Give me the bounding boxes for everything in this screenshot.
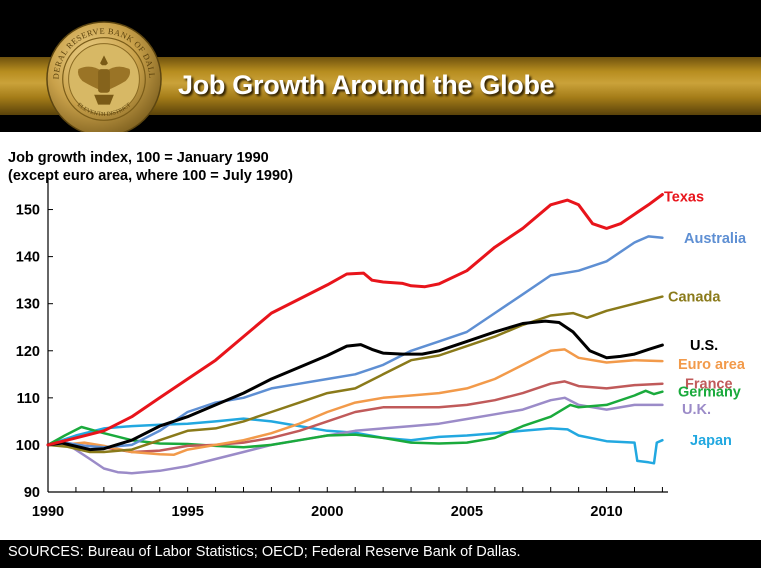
- y-tick-label: 110: [17, 391, 40, 407]
- x-tick-label: 2010: [590, 504, 622, 520]
- chart-area: Job growth index, 100 = January 1990 (ex…: [0, 132, 761, 540]
- series-line-u-k: [46, 396, 664, 475]
- x-tick-label: 1995: [172, 504, 204, 520]
- series-line-canada: [46, 295, 664, 454]
- x-tick-label: 2005: [451, 504, 483, 520]
- y-tick-label: 90: [24, 485, 40, 501]
- series-line-japan: [46, 417, 664, 465]
- footer: SOURCES: Bureau of Labor Statistics; OEC…: [0, 540, 761, 568]
- series-line-texas: [46, 193, 664, 447]
- x-tick-label: 2000: [311, 504, 343, 520]
- header: FEDERAL RESERVE BANK OF DALLAS ELEVENTH …: [0, 0, 761, 137]
- series-labels: Texas Australia Canada U.S. Euro area FranceG…: [664, 189, 747, 449]
- series-label-u-k: U.K.: [682, 402, 711, 418]
- y-tick-label: 130: [16, 297, 40, 313]
- series-line-euro-area: [60, 348, 664, 457]
- series-label-u-s: U.S.: [690, 338, 718, 354]
- series-label-canada: Canada: [668, 290, 721, 306]
- series-label-texas: Texas: [664, 189, 704, 205]
- x-tick-label: 1990: [32, 504, 64, 520]
- y-tick-label: 150: [16, 203, 40, 219]
- ylabel-line-1: Job growth index, 100 = January 1990: [8, 150, 269, 166]
- series-line-france: [46, 380, 664, 454]
- series-label-japan: Japan: [690, 433, 732, 449]
- series-label-germany: Germany: [678, 385, 741, 401]
- sources-note: SOURCES: Bureau of Labor Statistics; OEC…: [8, 544, 521, 560]
- series-line-australia: [46, 235, 664, 449]
- slide-title: Job Growth Around the Globe: [178, 70, 555, 100]
- series-label-australia: Australia: [684, 231, 747, 247]
- y-tick-label: 100: [16, 438, 40, 454]
- y-tick-label: 140: [16, 250, 40, 266]
- series-label-euro-area: Euro area: [678, 357, 746, 373]
- ylabel-line-2: (except euro area, where 100 = July 1990…: [8, 168, 293, 184]
- axes: 90 100 110 120 130 140 150 1990 1995 2000 2005 2010: [16, 178, 668, 520]
- series-label-france: France: [685, 377, 733, 393]
- y-tick-label: 120: [16, 344, 40, 360]
- series-line-u-s: [46, 319, 664, 452]
- federal-reserve-seal-icon: FEDERAL RESERVE BANK OF DALLAS ELEVENTH …: [45, 20, 162, 137]
- line-chart: Job growth index, 100 = January 1990 (ex…: [8, 150, 747, 520]
- series-lines: [46, 193, 664, 475]
